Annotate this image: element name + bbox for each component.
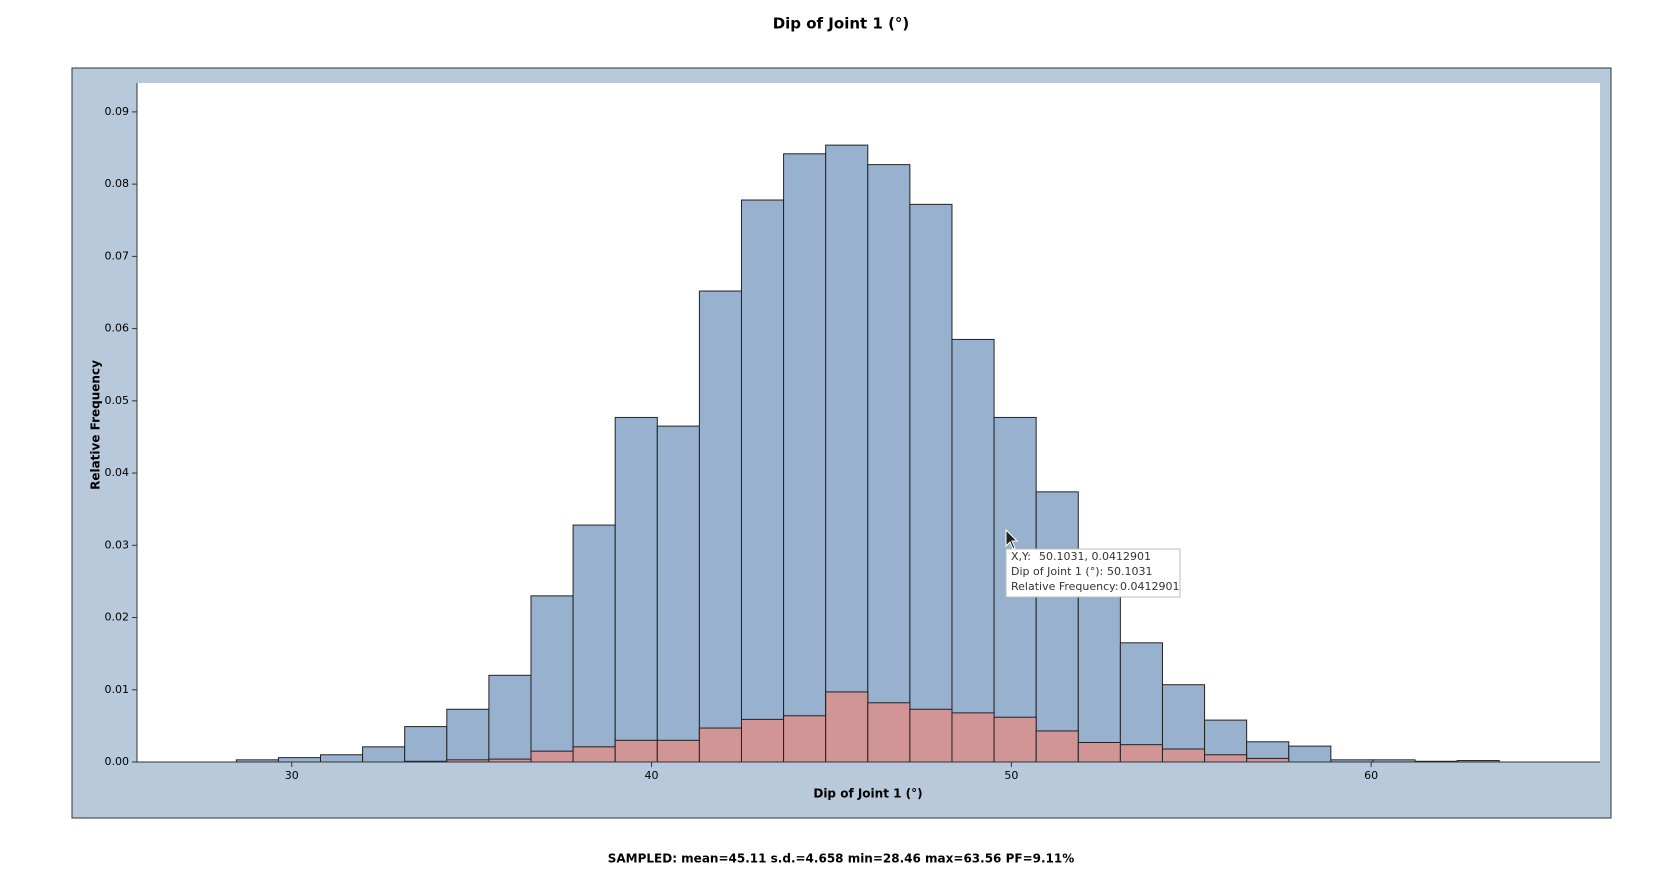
bar [277, 757, 322, 763]
tooltip-value: 0.0412901 [1120, 580, 1180, 593]
bar [656, 739, 700, 763]
y-tick-label: 0.03 [105, 538, 130, 551]
tooltip-key: Relative Frequency: [1011, 580, 1119, 593]
bar [1035, 491, 1079, 763]
y-tick-label: 0.05 [105, 394, 130, 407]
y-tick-label: 0.01 [105, 683, 130, 696]
tooltip-key: Dip of Joint 1 (°): [1011, 565, 1103, 578]
x-axis-label: Dip of Joint 1 (°) [813, 787, 922, 801]
bar [825, 144, 869, 763]
bar [572, 746, 616, 763]
bar [783, 715, 827, 763]
bar [404, 726, 448, 763]
bar [572, 524, 616, 763]
tooltip-value: 50.1031 [1107, 565, 1153, 578]
y-tick-label: 0.02 [105, 611, 130, 624]
bar [993, 716, 1037, 763]
x-tick-label: 60 [1364, 769, 1378, 782]
bar [656, 425, 700, 763]
bar [1077, 584, 1121, 763]
bar [951, 338, 995, 763]
bar [362, 746, 406, 763]
footer-stats: SAMPLED: mean=45.11 s.d.=4.658 min=28.46… [608, 852, 1075, 866]
bar [1119, 642, 1163, 763]
bar [698, 290, 742, 763]
bar [867, 702, 911, 763]
bar [740, 718, 785, 763]
bar [909, 708, 953, 763]
bar [1204, 754, 1248, 763]
y-tick-label: 0.09 [105, 105, 130, 118]
bar [614, 739, 658, 763]
bar [614, 416, 658, 763]
bar [951, 712, 995, 763]
tooltip: X,Y: 50.1031, 0.0412901 Dip of Joint 1 (… [1005, 528, 1181, 598]
tooltip-key: X,Y: [1011, 550, 1031, 563]
y-tick-label: 0.00 [105, 755, 130, 768]
bar [320, 754, 364, 763]
y-tick-label: 0.07 [105, 249, 130, 262]
bar [698, 727, 742, 763]
chart-title: Dip of Joint 1 (°) [773, 15, 910, 33]
bar [825, 691, 869, 763]
tooltip-value: 50.1031, 0.0412901 [1039, 550, 1151, 563]
bar [530, 595, 574, 763]
x-tick-label: 50 [1004, 769, 1018, 782]
bar [1161, 748, 1206, 763]
bar [867, 164, 911, 763]
x-tick-label: 40 [645, 769, 659, 782]
bar [446, 708, 490, 763]
bar [740, 199, 785, 763]
y-tick-label: 0.04 [105, 466, 130, 479]
bar [1288, 745, 1332, 763]
bar [1035, 730, 1079, 763]
bar [488, 674, 532, 763]
bar [783, 153, 827, 763]
cursor [1005, 528, 1019, 550]
bar [530, 750, 574, 763]
x-tick-label: 30 [285, 769, 299, 782]
tooltip-box [1005, 548, 1181, 598]
bar [1077, 741, 1121, 763]
y-tick-label: 0.08 [105, 177, 130, 190]
bar [1119, 744, 1163, 763]
bars [235, 144, 1500, 763]
y-tick-label: 0.06 [105, 322, 130, 335]
y-axis-label: Relative Frequency [89, 360, 103, 490]
bar [909, 203, 953, 763]
bar [1246, 757, 1290, 763]
